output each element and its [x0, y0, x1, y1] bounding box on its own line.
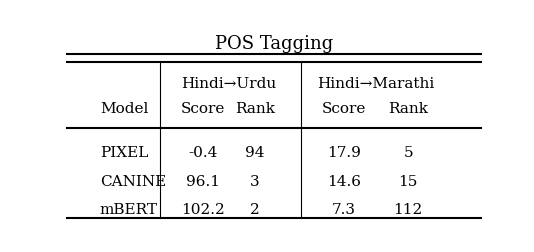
Text: 112: 112 — [394, 203, 423, 217]
Text: Hindi→Urdu: Hindi→Urdu — [182, 77, 277, 91]
Text: Rank: Rank — [388, 102, 428, 116]
Text: Score: Score — [181, 102, 225, 116]
Text: Score: Score — [322, 102, 366, 116]
Text: 3: 3 — [250, 175, 260, 188]
Text: 15: 15 — [398, 175, 418, 188]
Text: PIXEL: PIXEL — [100, 146, 148, 161]
Text: -0.4: -0.4 — [189, 146, 218, 161]
Text: 2: 2 — [250, 203, 260, 217]
Text: mBERT: mBERT — [100, 203, 158, 217]
Text: 14.6: 14.6 — [327, 175, 361, 188]
Text: 5: 5 — [403, 146, 413, 161]
Text: Model: Model — [100, 102, 148, 116]
Text: 96.1: 96.1 — [186, 175, 221, 188]
Text: 7.3: 7.3 — [332, 203, 356, 217]
Text: 17.9: 17.9 — [327, 146, 361, 161]
Text: CANINE: CANINE — [100, 175, 166, 188]
Text: 102.2: 102.2 — [182, 203, 225, 217]
Text: POS Tagging: POS Tagging — [215, 35, 333, 53]
Text: 94: 94 — [245, 146, 265, 161]
Text: Hindi→Marathi: Hindi→Marathi — [318, 77, 435, 91]
Text: Rank: Rank — [235, 102, 275, 116]
